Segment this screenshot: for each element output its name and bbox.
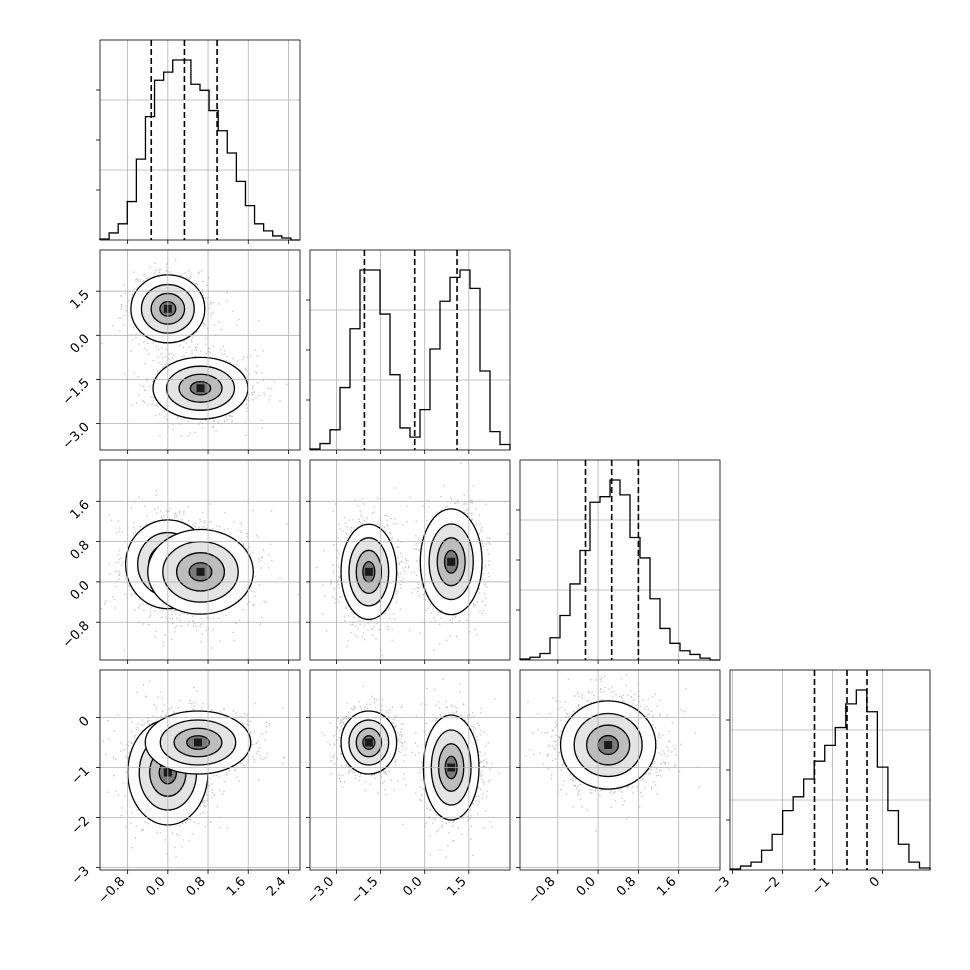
density-panel-3 — [102, 680, 285, 858]
x-tick-label: 1.6 — [654, 874, 679, 899]
x-tick-label: 0.0 — [400, 874, 425, 899]
density-peak — [193, 738, 202, 747]
histogram-2 — [519, 479, 720, 661]
density-panel-1 — [100, 490, 299, 652]
x-tick-label: 1.5 — [444, 874, 469, 899]
panel-grid-1 — [100, 460, 300, 660]
y-tick-label: 0.8 — [68, 538, 93, 563]
x-tick-label: 1.6 — [224, 874, 249, 899]
x-tick-label: 0.8 — [614, 874, 639, 899]
panel-grid-0 — [100, 250, 300, 450]
hist-grid-3 — [732, 670, 883, 870]
panel-frame-1 — [99, 459, 301, 661]
y-tick-label: 0.0 — [68, 332, 93, 357]
y-tick-label: −3.0 — [60, 420, 93, 453]
density-peak — [196, 384, 205, 393]
panel-frame-3 — [99, 669, 301, 871]
x-tick-label: −1 — [809, 874, 833, 898]
y-tick-label: −0.8 — [60, 618, 93, 651]
density-peak — [364, 567, 373, 576]
density-panel-5 — [525, 674, 715, 832]
histogram-3 — [729, 689, 931, 870]
density-peak — [364, 738, 373, 747]
y-tick-label: −2 — [69, 814, 93, 838]
density-peak — [447, 557, 456, 566]
panel-frame-0 — [99, 249, 301, 451]
x-tick-label: −3 — [709, 874, 733, 898]
density-panel-0 — [101, 259, 288, 437]
x-tick-label: 0.0 — [574, 874, 599, 899]
panel-grid-2 — [310, 460, 510, 660]
density-peak — [604, 741, 613, 749]
panel-frame-2 — [309, 459, 511, 661]
hist-frame-0 — [99, 39, 301, 241]
x-tick-label: −0.8 — [526, 874, 559, 907]
hist-frame-3 — [729, 669, 931, 871]
hist-grid-1 — [336, 250, 470, 450]
y-tick-label: 0.0 — [68, 578, 93, 603]
panel-grid-5 — [520, 670, 720, 870]
panel-grid-3 — [100, 670, 300, 870]
y-tick-label: 0 — [76, 714, 92, 730]
x-tick-label: 0.8 — [184, 874, 209, 899]
density-peak — [196, 567, 205, 576]
y-tick-label: −1.5 — [60, 376, 93, 409]
density-panel-2 — [315, 462, 509, 657]
panel-frame-5 — [519, 669, 721, 871]
histogram-0 — [99, 59, 300, 241]
panel-frame-4 — [309, 669, 511, 871]
x-tick-label: −0.8 — [96, 874, 129, 907]
x-tick-label: −2 — [759, 874, 783, 898]
x-tick-label: 0 — [867, 874, 883, 890]
hist-grid-2 — [557, 460, 680, 660]
y-tick-label: 1.5 — [68, 287, 93, 312]
y-tick-label: 1.6 — [68, 498, 93, 523]
x-tick-label: 0.0 — [143, 874, 168, 899]
x-tick-label: 2.4 — [264, 874, 289, 899]
y-tick-label: −3 — [69, 864, 93, 888]
x-tick-label: −3.0 — [304, 874, 337, 907]
y-tick-label: −1 — [69, 764, 93, 788]
histogram-1 — [309, 269, 511, 450]
x-tick-label: −1.5 — [348, 874, 381, 907]
density-panel-4 — [321, 678, 501, 858]
panel-grid-4 — [310, 670, 510, 870]
